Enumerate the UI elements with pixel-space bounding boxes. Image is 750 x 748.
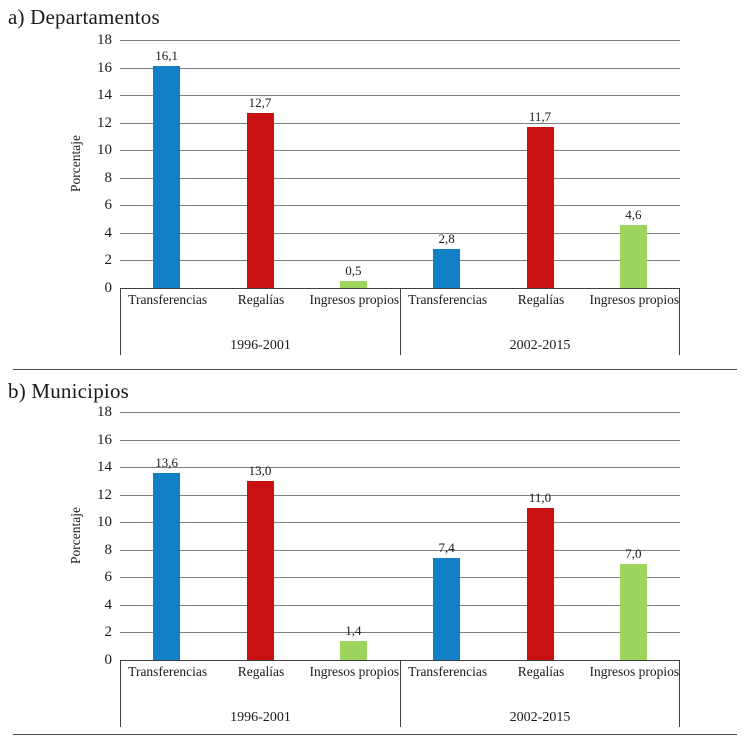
group-box: Transferencias Regalías Ingresos propios 19… [120,661,400,727]
bar-value-label: 0,5 [345,263,362,279]
bar-value-label: 1,4 [345,622,362,638]
category-axis-box: Transferencias Regalías Ingresos propios 19… [120,660,680,727]
gridline [120,604,680,606]
bar [619,563,647,660]
gridline [120,494,680,496]
horizontal-rule [13,734,737,735]
bar-value-label: 13,6 [155,454,179,470]
category-label: Ingresos propios [589,292,680,307]
y-tick-label: 4 [104,224,113,241]
y-tick-label: 0 [104,652,113,668]
category-label: Transferencias [128,292,208,307]
bar-value-label: 7,4 [438,540,455,556]
y-tick-label: 18 [97,404,112,420]
bar [526,508,554,660]
category-label: Transferencias [128,664,208,679]
bar [619,224,647,288]
category-label: Transferencias [408,292,488,307]
plot-area: Porcentaje 18 16 14 12 10 8 6 4 2 0 16,1 12,7 0,5 2,8 1… [0,32,750,355]
gridline [120,232,680,234]
y-tick-label: 14 [97,87,112,104]
group-box: Transferencias Regalías Ingresos propios 20… [400,289,680,355]
y-tick-label: 16 [97,59,112,76]
gridline [120,632,680,634]
gridline [120,412,680,413]
bar-value-label: 4,6 [625,206,642,222]
gridline [120,40,680,41]
bar [153,66,181,288]
y-tick-label: 2 [104,624,113,641]
bar [339,281,367,288]
gridline [120,577,680,579]
category-label: Regalías [237,292,285,307]
bar-value-label: 11,0 [528,490,552,506]
group-label: 2002-2015 [509,338,571,353]
y-tick-label: 2 [104,252,113,269]
gridline [120,467,680,469]
bar [153,472,181,660]
y-tick-label: 8 [104,541,113,558]
chart-title: b) Municipios [8,379,130,403]
group-label: 1996-2001 [230,338,291,353]
gridline [120,67,680,69]
category-label: Regalías [517,664,565,679]
y-tick-label: 10 [97,514,112,531]
y-tick-label: 0 [104,280,113,296]
bar-value-label: 7,0 [625,545,642,561]
category-label: Regalías [237,664,285,679]
bar [433,249,461,288]
gridline [120,95,680,97]
bar [526,126,554,288]
bar-value-label: 13,0 [248,462,272,478]
y-tick-label: 4 [104,596,113,613]
y-tick-label: 16 [97,431,112,448]
group-box: Transferencias Regalías Ingresos propios 20… [400,661,680,727]
y-tick-label: 6 [104,197,113,214]
gridline [120,549,680,551]
bar-chart-municipios: b) Municipios Porcentaje 18 16 14 12 10 8 6 4 2 0 13… [0,370,750,734]
bar [246,480,274,660]
y-tick-label: 8 [104,169,113,186]
y-tick-label: 10 [97,142,112,159]
bar-value-label: 11,7 [528,108,552,124]
plot-area: Porcentaje 18 16 14 12 10 8 6 4 2 0 13,6 13,0 1,4 7,4 1… [0,404,750,727]
y-tick-label: 12 [97,486,112,503]
gridline [120,260,680,262]
category-label: Ingresos propios [309,664,400,679]
category-label: Ingresos propios [309,292,400,307]
bar-chart-departamentos: a) Departamentos Porcentaje 18 16 14 12 10 8 6 4 2… [0,0,750,369]
chart-title: a) Departamentos [8,5,160,29]
bar [246,113,274,288]
bar-value-label: 16,1 [155,48,179,64]
bar [433,558,461,660]
gridline [120,522,680,524]
gridline [120,122,680,124]
y-tick-label: 18 [97,32,112,48]
gridline [120,439,680,441]
gridline [120,150,680,152]
bar [339,640,367,660]
gridline [120,205,680,207]
horizontal-rule [13,369,737,370]
bar-value-label: 12,7 [248,95,272,111]
y-tick-label: 14 [97,459,112,476]
y-tick-label: 6 [104,569,113,586]
category-label: Regalías [517,292,565,307]
gridline [120,177,680,179]
y-tick-label: 12 [97,114,112,131]
group-box: Transferencias Regalías Ingresos propios 19… [120,289,400,355]
category-axis-box: Transferencias Regalías Ingresos propios 19… [120,288,680,355]
group-label: 1996-2001 [230,710,291,725]
group-label: 2002-2015 [509,710,571,725]
category-label: Transferencias [408,664,488,679]
bar-value-label: 2,8 [438,231,455,247]
category-label: Ingresos propios [589,664,680,679]
